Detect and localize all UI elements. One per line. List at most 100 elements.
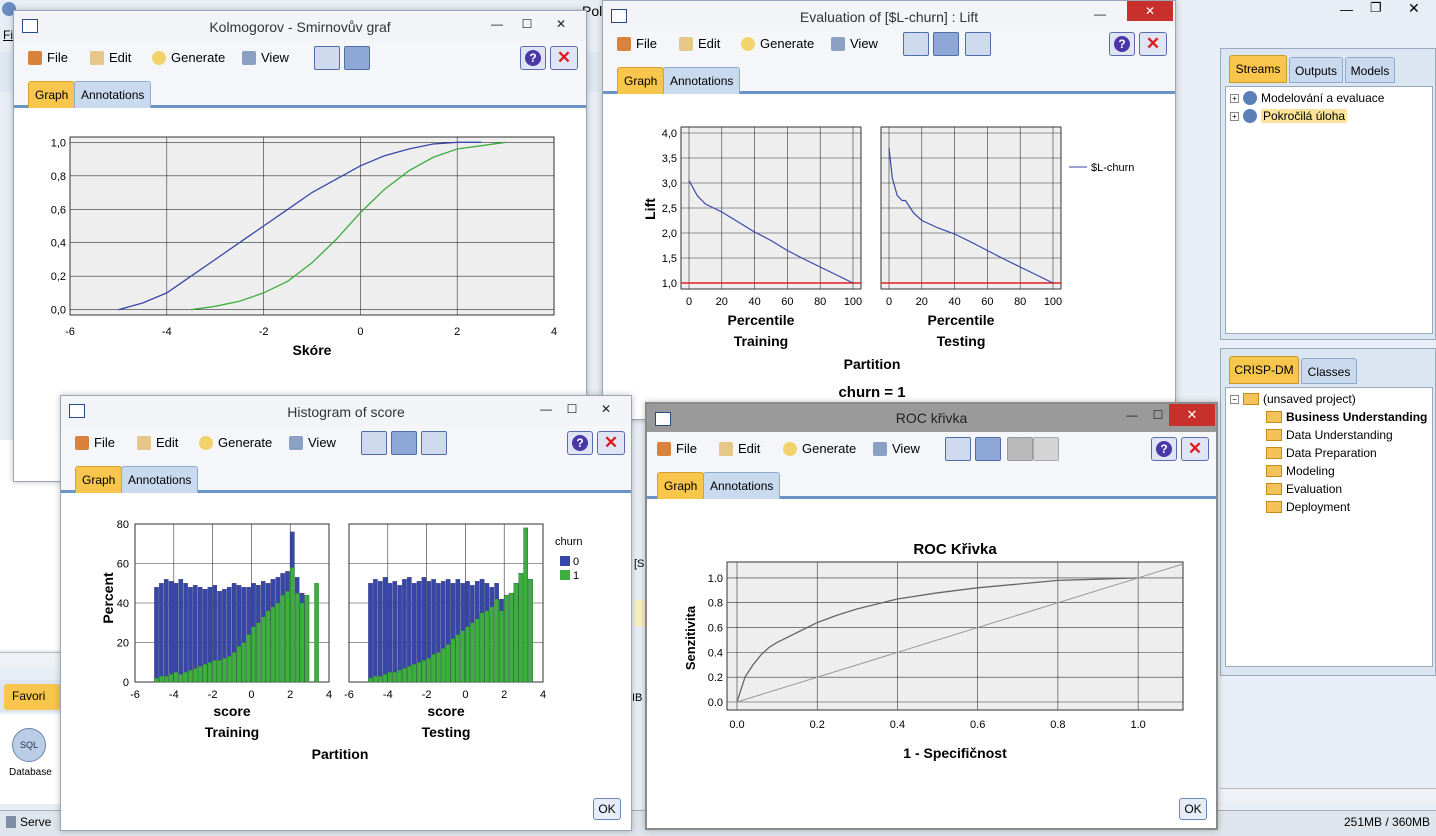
tab-annotations[interactable]: Annotations (121, 466, 199, 493)
close-window-button[interactable]: ✕ (555, 17, 567, 31)
close-window-button[interactable]: ✕ (600, 402, 612, 416)
edit-mode-button[interactable] (344, 46, 370, 70)
outputs-tab[interactable]: Outputs (1289, 57, 1343, 83)
menu-edit[interactable]: Edit (679, 36, 720, 51)
menu-view[interactable]: View (242, 50, 289, 65)
stream-item-modelovani[interactable]: + Modelování a evaluace (1230, 91, 1384, 105)
menu-edit-label: Edit (738, 441, 761, 456)
menu-edit[interactable]: Edit (719, 441, 760, 456)
edit-mode-button[interactable] (975, 437, 1001, 461)
help-button[interactable]: ? (567, 431, 593, 455)
server-status[interactable]: Serve (6, 815, 51, 829)
models-tab[interactable]: Models (1345, 57, 1395, 83)
project-root[interactable]: − (unsaved project) (1230, 392, 1356, 406)
expand-icon[interactable]: + (1230, 111, 1239, 121)
stream-item-pokrocila[interactable]: + Pokročilá úloha (1230, 109, 1348, 123)
close-window-button[interactable]: ✕ (1169, 404, 1215, 426)
tab-graph[interactable]: Graph (28, 81, 76, 108)
scrollbar-bottom-bg[interactable] (1220, 788, 1436, 802)
menu-generate[interactable]: Generate (152, 50, 225, 65)
favorites-tab[interactable]: Favori (4, 684, 60, 710)
menu-generate[interactable]: Generate (783, 441, 856, 456)
minimize-button[interactable]: — (1094, 7, 1106, 21)
classes-tab[interactable]: Classes (1301, 358, 1357, 384)
streams-tab[interactable]: Streams (1229, 55, 1287, 83)
ok-button[interactable]: OK (593, 798, 621, 820)
export-table-button[interactable] (361, 431, 387, 455)
histogram-bar-0 (377, 581, 383, 683)
export-table-button[interactable] (945, 437, 971, 461)
explore-mode-button[interactable] (421, 431, 447, 455)
menu-file[interactable]: File (617, 36, 657, 51)
phase-business[interactable]: Business Understanding (1266, 410, 1427, 424)
tab-pol-bg[interactable]: Pol (582, 3, 603, 19)
explore-mode-button[interactable] (1007, 437, 1033, 461)
tab-annotations[interactable]: Annotations (703, 472, 781, 499)
phase-label: Deployment (1286, 500, 1351, 514)
menu-view[interactable]: View (873, 441, 920, 456)
histogram-bar-1 (508, 592, 514, 683)
phase-data-understanding[interactable]: Data Understanding (1266, 428, 1393, 442)
menu-view[interactable]: View (289, 435, 336, 450)
menu-file-bg[interactable]: Fi (3, 28, 13, 42)
chart-window-icon (611, 9, 627, 23)
tab-graph[interactable]: Graph (75, 466, 123, 493)
help-button[interactable]: ? (1151, 437, 1177, 461)
export-table-button[interactable] (903, 32, 929, 56)
close-output-button[interactable]: ✕ (597, 431, 625, 455)
menu-file[interactable]: File (75, 435, 115, 450)
collapse-icon[interactable]: − (1230, 394, 1239, 404)
edit-mode-button[interactable] (391, 431, 417, 455)
explore-mode-button[interactable] (965, 32, 991, 56)
tab-graph[interactable]: Graph (657, 472, 705, 499)
folder-icon (1266, 411, 1282, 423)
minimize-button[interactable]: — (540, 402, 552, 416)
menu-file[interactable]: File (28, 50, 68, 65)
close-output-button[interactable]: ✕ (1181, 437, 1209, 461)
legend-swatch-1 (560, 570, 570, 580)
ks-titlebar[interactable]: Kolmogorov - Smirnovův graf — ☐ ✕ (14, 11, 586, 41)
maximize-button[interactable]: ☐ (521, 17, 533, 31)
close-output-button[interactable]: ✕ (550, 46, 578, 70)
database-node-icon[interactable]: SQL (12, 728, 46, 762)
menu-view[interactable]: View (831, 36, 878, 51)
maximize-button[interactable]: ☐ (1152, 408, 1164, 422)
crisp-dm-tab[interactable]: CRISP-DM (1229, 356, 1299, 384)
help-button[interactable]: ? (1109, 32, 1135, 56)
close-output-button[interactable]: ✕ (1139, 32, 1167, 56)
folder-icon (1266, 465, 1282, 477)
minimize-button[interactable]: — (491, 17, 503, 31)
roc-titlebar[interactable]: ROC křivka — ☐ ✕ (647, 404, 1216, 432)
export-table-button[interactable] (314, 46, 340, 70)
edit-mode-button[interactable] (933, 32, 959, 56)
phase-evaluation[interactable]: Evaluation (1266, 482, 1342, 496)
menu-edit[interactable]: Edit (137, 435, 178, 450)
histogram-menubar: File Edit Generate View ? ✕ (61, 426, 631, 460)
expand-icon[interactable]: + (1230, 93, 1239, 103)
help-button[interactable]: ? (520, 46, 546, 70)
lift-titlebar[interactable]: Evaluation of [$L-churn] : Lift — ✕ (603, 1, 1175, 31)
menu-generate[interactable]: Generate (741, 36, 814, 51)
phase-modeling[interactable]: Modeling (1266, 464, 1335, 478)
tab-annotations[interactable]: Annotations (663, 67, 741, 94)
histogram-titlebar[interactable]: Histogram of score — ☐ ✕ (61, 396, 631, 426)
menu-edit[interactable]: Edit (90, 50, 131, 65)
minimize-button[interactable]: — (1126, 408, 1138, 422)
phase-deployment[interactable]: Deployment (1266, 500, 1350, 514)
phase-data-preparation[interactable]: Data Preparation (1266, 446, 1377, 460)
ok-button[interactable]: OK (1179, 798, 1207, 820)
close-main-button[interactable]: ✕ (1408, 0, 1420, 16)
restore-main-button[interactable]: ❐ (1370, 0, 1382, 15)
minimize-main-button[interactable]: — (1340, 2, 1353, 17)
menu-generate[interactable]: Generate (199, 435, 272, 450)
tab-annotations[interactable]: Annotations (74, 81, 152, 108)
tab-graph[interactable]: Graph (617, 67, 665, 94)
histogram-bar-1 (528, 579, 533, 683)
histogram-xtick-label: 2 (501, 689, 507, 701)
zoom-mode-button[interactable] (1033, 437, 1059, 461)
scrollbar-h-bg[interactable] (0, 652, 60, 666)
maximize-button[interactable]: ☐ (566, 402, 578, 416)
close-window-button[interactable]: ✕ (1127, 1, 1173, 21)
lift-window: Evaluation of [$L-churn] : Lift — ✕ File… (602, 0, 1176, 420)
menu-file[interactable]: File (657, 441, 697, 456)
